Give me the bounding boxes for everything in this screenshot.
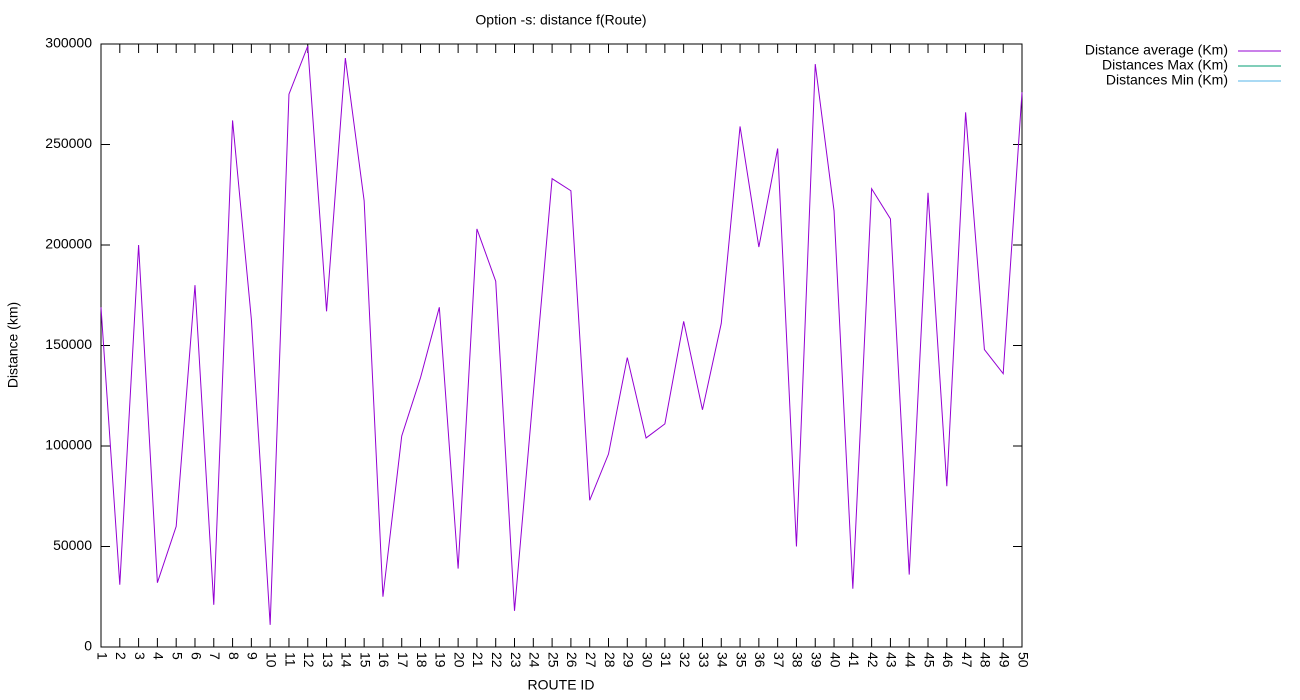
x-tick-label: 2 <box>113 652 129 660</box>
x-tick-label: 20 <box>451 652 467 668</box>
x-tick-label: 36 <box>752 652 768 668</box>
chart-title: Option -s: distance f(Route) <box>475 12 646 28</box>
legend-label: Distance average (Km) <box>1085 42 1228 58</box>
x-tick-label: 27 <box>583 652 599 668</box>
x-tick-label: 28 <box>602 652 618 668</box>
x-tick-label: 5 <box>169 652 185 660</box>
y-axis-label: Distance (km) <box>5 302 21 388</box>
x-tick-label: 6 <box>188 652 204 660</box>
x-tick-label: 44 <box>903 652 919 668</box>
x-tick-label: 50 <box>1015 652 1031 668</box>
x-axis-label: ROUTE ID <box>528 677 595 693</box>
x-tick-label: 30 <box>639 652 655 668</box>
x-tick-label: 37 <box>771 652 787 668</box>
x-tick-label: 49 <box>997 652 1013 668</box>
x-tick-label: 10 <box>263 652 279 668</box>
x-tick-label: 11 <box>282 652 298 667</box>
y-tick-label: 200000 <box>45 236 92 252</box>
x-tick-label: 14 <box>339 652 355 668</box>
x-tick-label: 24 <box>527 652 543 668</box>
x-tick-label: 3 <box>132 652 148 660</box>
x-tick-label: 9 <box>245 652 261 660</box>
y-tick-label: 150000 <box>45 336 92 352</box>
legend-label: Distances Min (Km) <box>1106 72 1228 88</box>
x-tick-label: 34 <box>715 652 731 668</box>
x-tick-label: 7 <box>207 652 223 660</box>
y-tick-label: 50000 <box>53 537 92 553</box>
x-tick-label: 22 <box>489 652 505 668</box>
x-tick-label: 8 <box>226 652 242 660</box>
x-tick-label: 39 <box>809 652 825 668</box>
x-tick-label: 40 <box>827 652 843 668</box>
y-tick-label: 0 <box>84 638 92 654</box>
x-tick-label: 42 <box>865 652 881 668</box>
x-tick-label: 12 <box>301 652 317 668</box>
y-tick-label: 300000 <box>45 35 92 51</box>
x-tick-label: 41 <box>846 652 862 668</box>
x-tick-label: 25 <box>545 652 561 668</box>
x-tick-label: 16 <box>376 652 392 668</box>
x-tick-label: 38 <box>790 652 806 668</box>
x-tick-label: 32 <box>677 652 693 668</box>
plot-border <box>100 43 1023 648</box>
x-tick-label: 23 <box>508 652 524 668</box>
x-tick-label: 43 <box>884 652 900 668</box>
x-tick-label: 33 <box>696 652 712 668</box>
x-tick-label: 35 <box>733 652 749 668</box>
x-tick-label: 26 <box>564 652 580 668</box>
x-tick-label: 15 <box>357 652 373 668</box>
x-tick-label: 46 <box>940 652 956 668</box>
x-tick-label: 21 <box>470 652 486 668</box>
x-tick-label: 29 <box>621 652 637 668</box>
x-tick-label: 4 <box>151 652 167 660</box>
x-tick-label: 45 <box>921 652 937 668</box>
series-line <box>100 45 1023 625</box>
x-tick-label: 47 <box>959 652 975 668</box>
y-tick-label: 250000 <box>45 135 92 151</box>
x-tick-label: 19 <box>433 652 449 668</box>
x-tick-label: 17 <box>395 652 411 668</box>
x-tick-label: 48 <box>978 652 994 668</box>
y-tick-label: 100000 <box>45 437 92 453</box>
x-tick-label: 31 <box>658 652 674 668</box>
x-tick-label: 18 <box>414 652 430 668</box>
legend-label: Distances Max (Km) <box>1102 57 1228 73</box>
x-tick-label: 13 <box>320 652 336 668</box>
x-tick-label: 1 <box>94 652 110 660</box>
